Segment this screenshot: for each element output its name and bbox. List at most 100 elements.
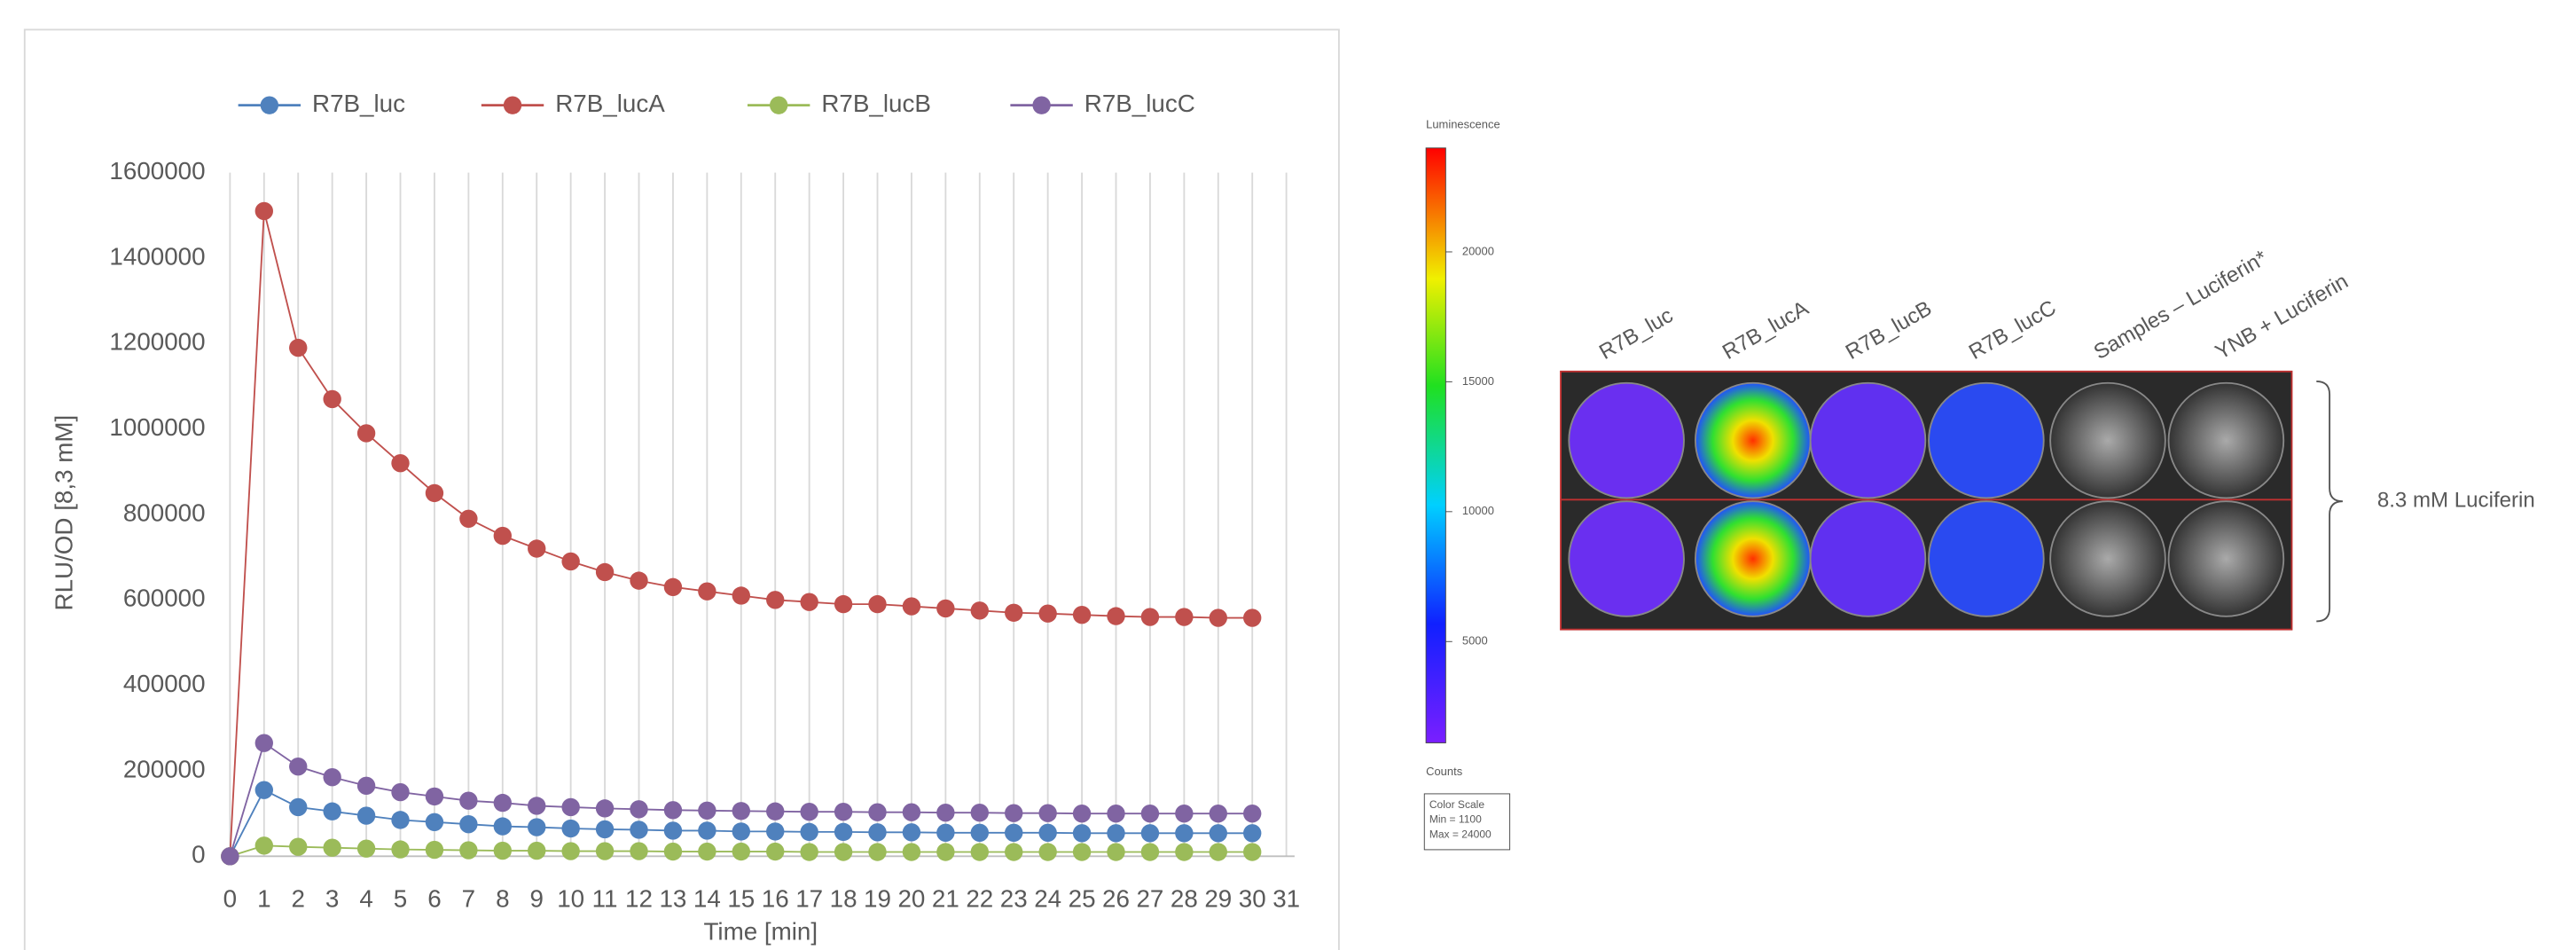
- data-point: [1210, 843, 1227, 860]
- data-point: [834, 823, 852, 841]
- x-tick-label: 16: [762, 885, 789, 913]
- data-point: [664, 578, 682, 596]
- legend-label: R7B_lucA: [555, 90, 665, 117]
- well: [2169, 383, 2284, 499]
- data-point: [630, 842, 647, 860]
- data-point: [289, 838, 307, 856]
- data-point: [494, 794, 512, 812]
- data-point: [971, 843, 989, 860]
- data-point: [494, 817, 512, 835]
- y-tick-label: 400000: [123, 670, 206, 697]
- legend-marker: [1032, 96, 1050, 114]
- x-tick-label: 30: [1239, 885, 1266, 913]
- data-point: [289, 758, 307, 775]
- data-point: [1243, 805, 1261, 822]
- data-point: [834, 843, 852, 860]
- colorbar-tick-label: 5000: [1462, 634, 1488, 648]
- data-point: [1073, 843, 1091, 860]
- x-tick-label: 10: [557, 885, 584, 913]
- colorbar: [1426, 148, 1445, 743]
- data-point: [1038, 605, 1056, 623]
- data-point: [357, 424, 375, 442]
- data-point: [1141, 843, 1159, 860]
- data-point: [323, 768, 341, 786]
- data-point: [1107, 824, 1124, 842]
- data-point: [834, 803, 852, 820]
- data-point: [255, 202, 273, 220]
- well: [1695, 383, 1811, 499]
- x-tick-label: 22: [966, 885, 993, 913]
- data-point: [255, 836, 273, 854]
- data-point: [1038, 824, 1056, 842]
- x-tick-label: 12: [625, 885, 653, 913]
- x-tick-label: 17: [795, 885, 823, 913]
- data-point: [1175, 843, 1193, 860]
- data-point: [357, 777, 375, 795]
- data-point: [732, 822, 750, 840]
- well: [2050, 501, 2165, 616]
- data-point: [766, 822, 784, 840]
- data-point: [561, 798, 579, 816]
- column-label: R7B_luc: [1595, 303, 1677, 365]
- data-point: [766, 803, 784, 820]
- data-point: [1107, 607, 1124, 624]
- x-tick-label: 28: [1171, 885, 1198, 913]
- x-tick-label: 0: [223, 885, 237, 913]
- data-point: [800, 593, 818, 611]
- well: [1811, 501, 1926, 616]
- legend-marker: [770, 96, 787, 114]
- data-point: [1005, 604, 1022, 622]
- data-point: [868, 804, 886, 821]
- screenshot: Time [min] RLU/OD [8,3 mM] 8.3 mM Lucife…: [0, 0, 2576, 950]
- data-point: [426, 484, 443, 502]
- data-point: [391, 454, 409, 472]
- data-point: [391, 840, 409, 858]
- colorbar-title: Luminescence: [1426, 117, 1500, 130]
- data-point: [1243, 843, 1261, 860]
- data-point: [323, 390, 341, 408]
- y-tick-label: 200000: [123, 755, 206, 782]
- data-point: [868, 823, 886, 841]
- x-tick-label: 24: [1034, 885, 1061, 913]
- data-point: [936, 824, 954, 842]
- legend-label: R7B_luc: [312, 90, 405, 117]
- x-tick-label: 26: [1102, 885, 1130, 913]
- scale-box-text: Color Scale: [1429, 798, 1484, 811]
- data-point: [664, 821, 682, 839]
- data-point: [732, 802, 750, 820]
- x-tick-label: 15: [727, 885, 755, 913]
- data-point: [698, 802, 716, 820]
- x-tick-label: 5: [394, 885, 407, 913]
- row-label: 8.3 mM Luciferin: [2377, 489, 2535, 513]
- data-point: [664, 843, 682, 860]
- well: [1929, 383, 2044, 499]
- data-point: [323, 803, 341, 820]
- data-point: [664, 801, 682, 819]
- data-point: [936, 804, 954, 821]
- data-point: [903, 843, 920, 860]
- data-point: [936, 843, 954, 860]
- legend-marker: [504, 96, 521, 114]
- well: [2050, 383, 2165, 499]
- x-tick-label: 8: [496, 885, 509, 913]
- y-tick-label: 800000: [123, 499, 206, 526]
- x-tick-label: 6: [427, 885, 441, 913]
- data-point: [630, 800, 647, 818]
- data-point: [289, 798, 307, 816]
- column-label: R7B_lucB: [1842, 296, 1936, 365]
- y-tick-label: 1600000: [109, 157, 205, 185]
- well: [2169, 501, 2284, 616]
- data-point: [528, 842, 545, 860]
- data-point: [459, 792, 477, 810]
- data-point: [1005, 843, 1022, 860]
- data-point: [528, 539, 545, 557]
- data-point: [868, 843, 886, 860]
- data-point: [1005, 824, 1022, 842]
- data-point: [800, 803, 818, 820]
- data-point: [1038, 804, 1056, 821]
- x-tick-label: 14: [693, 885, 721, 913]
- x-tick-label: 31: [1272, 885, 1300, 913]
- data-point: [903, 823, 920, 841]
- data-point: [528, 797, 545, 814]
- x-tick-label: 18: [830, 885, 857, 913]
